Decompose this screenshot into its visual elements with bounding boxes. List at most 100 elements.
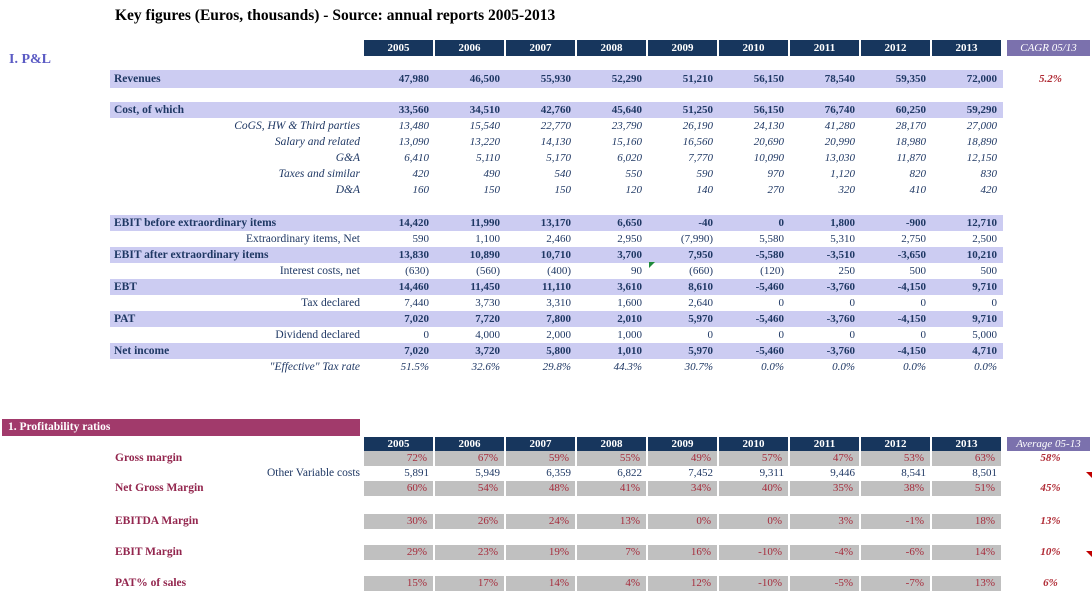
- year-header-2009[interactable]: 2009: [648, 40, 717, 56]
- cell-g-a-2008[interactable]: 6,020: [617, 152, 642, 164]
- cell-pat-of-sales-2011[interactable]: -5%: [790, 576, 861, 591]
- cell-net-income-2012[interactable]: -4,150: [897, 345, 926, 357]
- cell-ebit-after-extraordinary-items-2010[interactable]: -5,580: [755, 249, 784, 261]
- cell-ebitda-margin-2007[interactable]: 24%: [506, 514, 577, 529]
- cell-cogs-hw-third-parties-2006[interactable]: 15,540: [469, 120, 500, 132]
- cell-cost-of-which-2005[interactable]: 33,560: [398, 104, 429, 116]
- summary-cell-ebit-margin[interactable]: 10%: [1040, 546, 1061, 558]
- row-label-net-income[interactable]: Net income: [114, 345, 170, 357]
- year-header-2005[interactable]: 2005: [364, 437, 433, 451]
- cell-effective-tax-rate-2013[interactable]: 0.0%: [974, 361, 997, 373]
- summary-cell-ebitda-margin[interactable]: 13%: [1040, 515, 1061, 527]
- cell-tax-declared-2010[interactable]: 0: [778, 297, 785, 309]
- row-label-extraordinary-items-net[interactable]: Extraordinary items, Net: [245, 233, 360, 245]
- cell-interest-costs-net-2005[interactable]: (630): [405, 265, 429, 277]
- row-label-taxes-and-similar[interactable]: Taxes and similar: [278, 168, 360, 180]
- cell-other-variable-costs-2007[interactable]: 6,359: [546, 467, 571, 479]
- cell-extraordinary-items-net-2010[interactable]: 5,580: [759, 233, 784, 245]
- cell-cogs-hw-third-parties-2012[interactable]: 28,170: [895, 120, 926, 132]
- row-label-dividend-declared[interactable]: Dividend declared: [275, 329, 360, 341]
- cell-cost-of-which-2008[interactable]: 45,640: [611, 104, 642, 116]
- cell-ebit-before-extraordinary-items-2010[interactable]: 0: [778, 217, 785, 229]
- cell-tax-declared-2005[interactable]: 7,440: [404, 297, 429, 309]
- cell-ebit-before-extraordinary-items-2008[interactable]: 6,650: [617, 217, 642, 229]
- cell-gross-margin-2009[interactable]: 49%: [648, 451, 719, 466]
- row-label-d-a[interactable]: D&A: [335, 184, 360, 196]
- cell-taxes-and-similar-2007[interactable]: 540: [554, 168, 572, 180]
- cell-d-a-2009[interactable]: 140: [696, 184, 714, 196]
- year-header-2011[interactable]: 2011: [790, 437, 859, 451]
- cell-ebit-before-extraordinary-items-2012[interactable]: -900: [905, 217, 926, 229]
- cell-g-a-2012[interactable]: 11,870: [896, 152, 926, 164]
- cell-salary-and-related-2011[interactable]: 20,990: [824, 136, 855, 148]
- cell-ebit-before-extraordinary-items-2011[interactable]: 1,800: [830, 217, 855, 229]
- year-header-2008[interactable]: 2008: [577, 437, 646, 451]
- cell-g-a-2005[interactable]: 6,410: [404, 152, 429, 164]
- cell-extraordinary-items-net-2011[interactable]: 5,310: [830, 233, 855, 245]
- cell-extraordinary-items-net-2013[interactable]: 2,500: [972, 233, 997, 245]
- cell-net-income-2009[interactable]: 5,970: [688, 345, 713, 357]
- cell-effective-tax-rate-2011[interactable]: 0.0%: [832, 361, 855, 373]
- cell-gross-margin-2006[interactable]: 67%: [435, 451, 506, 466]
- cell-dividend-declared-2007[interactable]: 2,000: [546, 329, 571, 341]
- cell-ebit-before-extraordinary-items-2009[interactable]: -40: [698, 217, 713, 229]
- cell-gross-margin-2008[interactable]: 55%: [577, 451, 648, 466]
- cell-ebit-after-extraordinary-items-2007[interactable]: 10,710: [540, 249, 571, 261]
- cell-pat-2010[interactable]: -5,460: [755, 313, 784, 325]
- cell-dividend-declared-2012[interactable]: 0: [920, 329, 927, 341]
- cell-ebit-after-extraordinary-items-2011[interactable]: -3,510: [826, 249, 855, 261]
- cell-pat-of-sales-2009[interactable]: 12%: [648, 576, 719, 591]
- cell-net-income-2006[interactable]: 3,720: [475, 345, 500, 357]
- year-header-2005[interactable]: 2005: [364, 40, 433, 56]
- cell-d-a-2007[interactable]: 150: [554, 184, 572, 196]
- cell-d-a-2008[interactable]: 120: [625, 184, 643, 196]
- cell-ebit-before-extraordinary-items-2013[interactable]: 12,710: [966, 217, 997, 229]
- year-header-2013[interactable]: 2013: [932, 40, 1001, 56]
- cell-ebit-after-extraordinary-items-2013[interactable]: 10,210: [966, 249, 997, 261]
- cell-interest-costs-net-2012[interactable]: 500: [909, 265, 927, 277]
- cell-cogs-hw-third-parties-2008[interactable]: 23,790: [611, 120, 642, 132]
- cell-salary-and-related-2012[interactable]: 18,980: [895, 136, 926, 148]
- row-label-g-a[interactable]: G&A: [335, 152, 360, 164]
- cell-ebit-margin-2010[interactable]: -10%: [719, 545, 790, 560]
- cell-tax-declared-2007[interactable]: 3,310: [546, 297, 571, 309]
- cell-revenues-2010[interactable]: 56,150: [753, 73, 784, 85]
- cell-cogs-hw-third-parties-2009[interactable]: 26,190: [682, 120, 713, 132]
- cell-cogs-hw-third-parties-2010[interactable]: 24,130: [753, 120, 784, 132]
- cell-pat-2008[interactable]: 2,010: [617, 313, 642, 325]
- year-header-2008[interactable]: 2008: [577, 40, 646, 56]
- cell-ebit-margin-2005[interactable]: 29%: [364, 545, 435, 560]
- cell-salary-and-related-2007[interactable]: 14,130: [540, 136, 571, 148]
- cell-ebit-margin-2006[interactable]: 23%: [435, 545, 506, 560]
- cell-extraordinary-items-net-2007[interactable]: 2,460: [546, 233, 571, 245]
- summary-cell-pat-of-sales[interactable]: 6%: [1043, 577, 1058, 589]
- cell-effective-tax-rate-2010[interactable]: 0.0%: [761, 361, 784, 373]
- cell-interest-costs-net-2009[interactable]: (660): [689, 265, 713, 277]
- row-label-ebit-before-extraordinary-items[interactable]: EBIT before extraordinary items: [114, 217, 277, 229]
- cell-pat-2006[interactable]: 7,720: [475, 313, 500, 325]
- cell-pat-of-sales-2005[interactable]: 15%: [364, 576, 435, 591]
- row-label-interest-costs-net[interactable]: Interest costs, net: [279, 265, 360, 277]
- cell-pat-2005[interactable]: 7,020: [404, 313, 429, 325]
- cell-extraordinary-items-net-2008[interactable]: 2,950: [617, 233, 642, 245]
- cell-cost-of-which-2013[interactable]: 59,290: [966, 104, 997, 116]
- year-header-2006[interactable]: 2006: [435, 40, 504, 56]
- cell-ebit-after-extraordinary-items-2012[interactable]: -3,650: [897, 249, 926, 261]
- cell-pat-of-sales-2012[interactable]: -7%: [861, 576, 932, 591]
- cell-interest-costs-net-2006[interactable]: (560): [476, 265, 500, 277]
- cell-net-gross-margin-2006[interactable]: 54%: [435, 481, 506, 496]
- cell-pat-of-sales-2008[interactable]: 4%: [577, 576, 648, 591]
- cell-d-a-2013[interactable]: 420: [980, 184, 998, 196]
- cell-taxes-and-similar-2008[interactable]: 550: [625, 168, 643, 180]
- cell-extraordinary-items-net-2009[interactable]: (7,990): [680, 233, 713, 245]
- summary-cell-revenues[interactable]: 5.2%: [1038, 73, 1062, 85]
- cell-pat-of-sales-2006[interactable]: 17%: [435, 576, 506, 591]
- cell-taxes-and-similar-2010[interactable]: 970: [767, 168, 785, 180]
- year-header-2010[interactable]: 2010: [719, 437, 788, 451]
- cell-effective-tax-rate-2007[interactable]: 29.8%: [542, 361, 571, 373]
- cell-cost-of-which-2012[interactable]: 60,250: [895, 104, 926, 116]
- year-header-2013[interactable]: 2013: [932, 437, 1001, 451]
- row-label-salary-and-related[interactable]: Salary and related: [274, 136, 360, 148]
- cell-taxes-and-similar-2011[interactable]: 1,120: [830, 168, 855, 180]
- cell-effective-tax-rate-2006[interactable]: 32.6%: [471, 361, 500, 373]
